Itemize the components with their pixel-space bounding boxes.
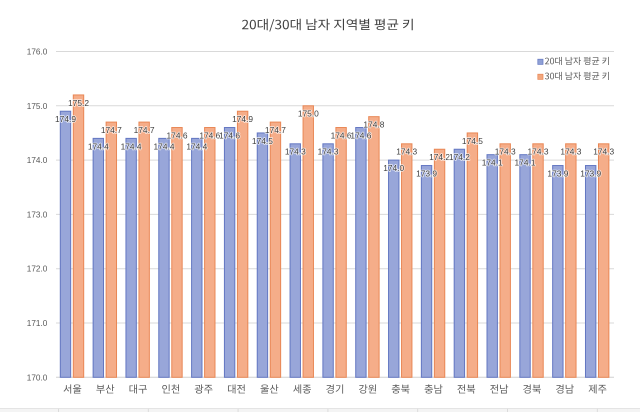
svg-text:174.6: 174.6 <box>167 130 188 140</box>
svg-text:170.0: 170.0 <box>27 373 48 382</box>
svg-text:174.2: 174.2 <box>429 152 450 162</box>
svg-text:174.6: 174.6 <box>331 130 352 140</box>
svg-text:174.3: 174.3 <box>495 147 516 157</box>
svg-text:174.0: 174.0 <box>383 163 404 173</box>
svg-text:174.3: 174.3 <box>318 147 339 157</box>
svg-text:174.7: 174.7 <box>101 125 122 135</box>
svg-text:174.4: 174.4 <box>154 141 175 151</box>
svg-text:174.1: 174.1 <box>482 158 503 168</box>
svg-text:174.4: 174.4 <box>88 141 109 151</box>
svg-text:175.0: 175.0 <box>298 109 319 119</box>
svg-text:174.6: 174.6 <box>199 130 220 140</box>
svg-text:173.9: 173.9 <box>580 168 601 178</box>
svg-text:174.4: 174.4 <box>121 141 142 151</box>
svg-text:174.7: 174.7 <box>134 125 155 135</box>
svg-text:174.7: 174.7 <box>265 125 286 135</box>
svg-text:174.3: 174.3 <box>560 147 581 157</box>
svg-text:175.2: 175.2 <box>68 98 89 108</box>
svg-text:174.5: 174.5 <box>252 136 273 146</box>
svg-text:174.0: 174.0 <box>27 156 48 165</box>
svg-text:174.9: 174.9 <box>232 114 253 124</box>
svg-text:176.0: 176.0 <box>27 48 48 57</box>
svg-text:174.5: 174.5 <box>462 136 483 146</box>
svg-text:175.0: 175.0 <box>27 102 48 111</box>
svg-text:173.9: 173.9 <box>416 168 437 178</box>
svg-text:174.1: 174.1 <box>515 158 536 168</box>
svg-text:174.8: 174.8 <box>363 120 384 130</box>
svg-text:174.2: 174.2 <box>449 152 470 162</box>
svg-text:174.3: 174.3 <box>396 147 417 157</box>
svg-text:172.0: 172.0 <box>27 265 48 274</box>
svg-text:173.0: 173.0 <box>27 210 48 219</box>
svg-text:173.9: 173.9 <box>547 168 568 178</box>
svg-text:174.3: 174.3 <box>285 147 306 157</box>
svg-text:174.3: 174.3 <box>593 147 614 157</box>
svg-text:174.6: 174.6 <box>219 130 240 140</box>
svg-text:174.9: 174.9 <box>55 114 76 124</box>
svg-text:174.6: 174.6 <box>350 130 371 140</box>
svg-text:171.0: 171.0 <box>27 319 48 328</box>
svg-text:174.4: 174.4 <box>186 141 207 151</box>
svg-text:174.3: 174.3 <box>528 147 549 157</box>
